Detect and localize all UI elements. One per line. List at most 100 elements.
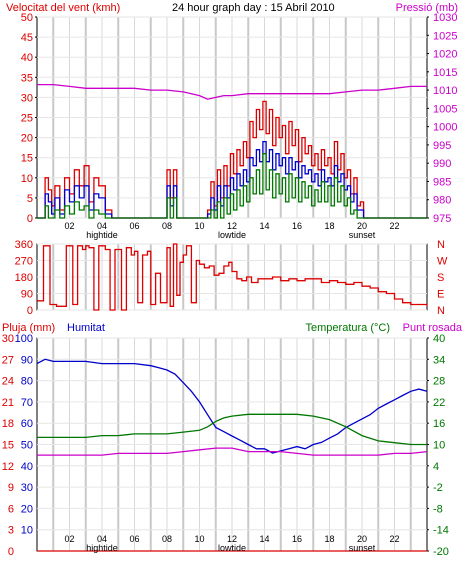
compass-label: N — [437, 239, 445, 251]
rain-tick-label: 12 — [2, 461, 14, 473]
temperature-axis-label: Temperatura (°C) — [306, 322, 390, 334]
humidity-tick-label: 100 — [15, 333, 33, 345]
right-tick-label: 1015 — [433, 67, 457, 79]
direction-tick-label: 180 — [15, 272, 33, 284]
chart-title: 24 hour graph day : 15 Abril 2010 — [172, 2, 335, 14]
rain-tick-label: 0 — [8, 546, 14, 558]
pressure-series-line — [37, 83, 427, 100]
rain-humidity-temp-panel: 0 3 6 9 12 15 18 21 24 27 30 10 20 30 40 50 60 70 80 90 100 -… — [2, 333, 449, 558]
right-tick-label: 34 — [433, 354, 445, 366]
left-tick-label: 40 — [21, 52, 33, 64]
left-tick-label: 30 — [21, 92, 33, 104]
humidity-tick-label: 90 — [21, 354, 33, 366]
x-sub-label: lowtide — [218, 543, 246, 553]
rain-axis-label: Pluja (mm) — [2, 322, 55, 334]
right-tick-label: 985 — [433, 176, 451, 188]
x-sub-label: hightide — [86, 230, 118, 240]
x-sub-label: sunset — [349, 230, 376, 240]
direction-tick-label: 360 — [15, 239, 33, 251]
pressure-axis-label: Pressió (mb) — [396, 2, 458, 14]
left-tick-label: 15 — [21, 153, 33, 165]
humidity-tick-label: 60 — [21, 418, 33, 430]
right-tick-label: -2 — [433, 482, 443, 494]
x-tick-label: 18 — [324, 534, 334, 544]
right-tick-label: 10 — [433, 440, 445, 452]
x-tick-label: 18 — [324, 221, 334, 231]
humidity-axis-label: Humitat — [67, 322, 105, 334]
humidity-tick-label: 40 — [21, 461, 33, 473]
right-tick-label: -8 — [433, 503, 443, 515]
humidity-series-line — [36, 358, 428, 454]
direction-tick-label: 270 — [15, 256, 33, 268]
right-tick-label: 995 — [433, 140, 451, 152]
x-tick-label: 12 — [227, 534, 237, 544]
compass-label: S — [437, 272, 444, 284]
left-tick-label: 45 — [21, 32, 33, 44]
right-tick-label: 4 — [433, 461, 439, 473]
right-tick-label: 990 — [433, 158, 451, 170]
x-tick-label: 14 — [259, 221, 269, 231]
x-tick-label: 02 — [64, 221, 74, 231]
x-tick-label: 04 — [97, 534, 107, 544]
right-tick-label: 980 — [433, 195, 451, 207]
compass-label: E — [437, 289, 444, 301]
right-tick-label: 16 — [433, 418, 445, 430]
x-sub-label: sunset — [349, 543, 376, 553]
x-tick-label: 06 — [129, 221, 139, 231]
x-tick-label: 12 — [227, 221, 237, 231]
x-tick-label: 16 — [292, 534, 302, 544]
x-tick-label: 08 — [162, 534, 172, 544]
x-sub-label: lowtide — [218, 230, 246, 240]
left-tick-label: 0 — [27, 213, 33, 225]
rain-tick-label: 18 — [2, 418, 14, 430]
x-tick-label: 04 — [97, 221, 107, 231]
wind-pressure-panel: 0510152025303540455097598098599099510001… — [21, 12, 458, 240]
x-tick-label: 20 — [357, 534, 367, 544]
gust-series-line — [37, 100, 427, 219]
left-tick-label: 20 — [21, 133, 33, 145]
humidity-tick-label: 30 — [21, 482, 33, 494]
left-tick-label: 50 — [21, 12, 33, 24]
dewpoint-series-line — [37, 447, 428, 456]
x-tick-label: 16 — [292, 221, 302, 231]
humidity-tick-label: 80 — [21, 376, 33, 388]
right-tick-label: -14 — [433, 525, 449, 537]
right-tick-label: 28 — [433, 376, 445, 388]
x-sub-label: hightide — [86, 543, 118, 553]
humidity-tick-label: 70 — [21, 397, 33, 409]
direction-tick-label: 0 — [27, 305, 33, 317]
x-tick-label: 02 — [64, 534, 74, 544]
rain-tick-label: 24 — [2, 376, 14, 388]
rain-tick-label: 30 — [2, 333, 14, 345]
right-tick-label: -20 — [433, 546, 449, 558]
mean-series-line — [37, 140, 427, 219]
compass-label: N — [437, 305, 445, 317]
x-tick-label: 22 — [389, 534, 399, 544]
right-tick-label: 1000 — [433, 122, 457, 134]
compass-label: W — [437, 256, 448, 268]
rain-tick-label: 3 — [8, 525, 14, 537]
right-tick-label: 1030 — [433, 12, 457, 24]
right-tick-label: 22 — [433, 397, 445, 409]
wind-axis-label: Velocitat del vent (kmh) — [6, 2, 120, 14]
direction-series-line — [37, 243, 428, 311]
x-tick-label: 10 — [194, 221, 204, 231]
rain-tick-label: 15 — [2, 440, 14, 452]
x-tick-label: 14 — [259, 534, 269, 544]
x-tick-label: 08 — [162, 221, 172, 231]
left-tick-label: 10 — [21, 173, 33, 185]
right-tick-label: 1025 — [433, 30, 457, 42]
humidity-tick-label: 10 — [21, 525, 33, 537]
right-tick-label: 1005 — [433, 103, 457, 115]
humidity-tick-label: 20 — [21, 503, 33, 515]
x-tick-label: 10 — [194, 534, 204, 544]
direction-tick-label: 90 — [21, 289, 33, 301]
temperature-series-line — [37, 413, 427, 446]
left-tick-label: 25 — [21, 113, 33, 125]
x-tick-label: 06 — [129, 534, 139, 544]
humidity-tick-label: 50 — [21, 440, 33, 452]
right-tick-label: 1010 — [433, 85, 457, 97]
x-tick-label: 20 — [357, 221, 367, 231]
